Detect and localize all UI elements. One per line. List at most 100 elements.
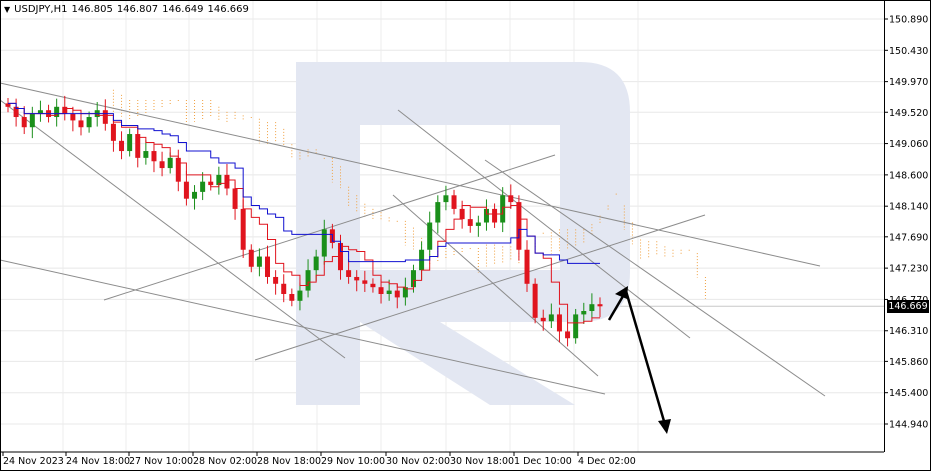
candle-bear xyxy=(532,283,538,318)
y-tick-label: 150.430 xyxy=(889,46,928,57)
candle-bear xyxy=(70,113,76,121)
candle-bear xyxy=(370,283,376,288)
y-tick-label: 147.230 xyxy=(889,264,928,275)
candle-bull xyxy=(548,314,554,322)
candle-bull xyxy=(573,314,579,339)
trendline xyxy=(254,214,706,361)
candle-bear xyxy=(248,249,254,267)
trendline xyxy=(0,259,606,395)
candle-bear xyxy=(378,287,384,294)
y-tick-label: 148.140 xyxy=(889,202,928,213)
arrow-head-down xyxy=(658,419,671,434)
open-value: 146.805 xyxy=(71,4,113,15)
tenkan-line xyxy=(8,102,600,324)
candle-bull xyxy=(143,151,149,158)
candle-bull xyxy=(589,304,595,312)
candle-bear xyxy=(289,293,295,301)
candle-bull xyxy=(167,157,173,169)
candle-bear xyxy=(13,106,19,118)
triangle-down-icon[interactable]: ▼ xyxy=(4,5,11,14)
low-value: 146.649 xyxy=(162,4,204,15)
y-tick-label: 144.940 xyxy=(889,420,928,431)
candle-bear xyxy=(524,249,530,284)
candle-bull xyxy=(581,311,587,315)
x-tick-label: 24 Nov 2023 xyxy=(3,456,64,467)
y-tick-label: 145.860 xyxy=(889,357,928,368)
candle-bull xyxy=(435,202,441,223)
kijun-line xyxy=(8,102,600,264)
candle-bear xyxy=(354,276,360,281)
close-value: 146.669 xyxy=(207,4,249,15)
x-tick-label: 1 Dec 10:00 xyxy=(514,456,572,467)
x-tick-label: 28 Nov 18:00 xyxy=(257,456,321,467)
candle-bear xyxy=(78,120,84,128)
candle-bear xyxy=(273,276,279,284)
candle-bear xyxy=(119,140,125,152)
candle-bear xyxy=(346,270,352,277)
candle-bear xyxy=(597,304,603,307)
high-value: 146.807 xyxy=(116,4,159,15)
candle-bear xyxy=(394,290,400,298)
watermark-logo xyxy=(296,62,630,405)
candle-bull xyxy=(297,290,303,301)
candle-bull xyxy=(200,181,206,192)
candle-bull xyxy=(256,256,262,267)
y-tick-label: 149.060 xyxy=(889,139,928,150)
candle-bear xyxy=(451,195,457,209)
candle-bull xyxy=(313,256,319,271)
current-price-tag: 146.669 xyxy=(887,299,929,313)
candle-bear xyxy=(21,117,27,128)
x-tick-label: 28 Nov 02:00 xyxy=(193,456,257,467)
y-tick-label: 150.890 xyxy=(889,15,928,26)
y-tick-label: 149.520 xyxy=(889,108,928,119)
candle-bear xyxy=(540,317,546,322)
trendline xyxy=(103,154,556,301)
candle-bull xyxy=(402,287,408,298)
candle-bear xyxy=(508,195,514,203)
candle-bear xyxy=(265,256,271,277)
indicator-lines xyxy=(8,102,600,324)
y-tick-label: 148.600 xyxy=(889,170,928,181)
candle-bull xyxy=(443,195,449,203)
candle-bear xyxy=(151,151,157,162)
trendline xyxy=(484,159,826,397)
forecast-arrows xyxy=(607,286,671,434)
candle-bull xyxy=(475,222,481,226)
candle-bear xyxy=(183,181,189,199)
candle-bull xyxy=(386,290,392,294)
trendlines xyxy=(0,82,826,397)
candle-bear xyxy=(556,314,562,332)
candle-bear xyxy=(175,157,181,182)
candle-bear xyxy=(281,283,287,294)
x-tick-label: 30 Nov 02:00 xyxy=(386,456,450,467)
y-tick-label: 146.310 xyxy=(889,326,928,337)
y-tick-label: 149.970 xyxy=(889,77,928,88)
candle-bull xyxy=(192,191,198,199)
candle-bear xyxy=(232,188,238,209)
candle-bull xyxy=(410,270,416,288)
candle-bull xyxy=(37,110,43,114)
trendline xyxy=(0,99,346,359)
trendline xyxy=(392,194,599,377)
candle-bear xyxy=(492,208,498,223)
candle-bear xyxy=(467,219,473,226)
candle-bear xyxy=(240,208,246,250)
y-tick-label: 145.400 xyxy=(889,388,928,399)
candle-bull xyxy=(321,229,327,257)
candle-bull xyxy=(216,174,222,186)
symbol-label: USDJPY,H1 xyxy=(14,4,68,15)
arrow-head-up xyxy=(615,286,628,299)
x-tick-label: 4 Dec 02:00 xyxy=(578,456,636,467)
trendline xyxy=(397,109,691,339)
candle-bull xyxy=(29,113,35,128)
candle-bull xyxy=(483,208,489,223)
candle-bull xyxy=(86,117,92,128)
y-tick-label: 147.690 xyxy=(889,232,928,243)
candle-bear xyxy=(5,103,11,107)
candle-bear xyxy=(565,331,571,339)
candle-bear xyxy=(362,280,368,284)
candle-bull xyxy=(305,270,311,291)
